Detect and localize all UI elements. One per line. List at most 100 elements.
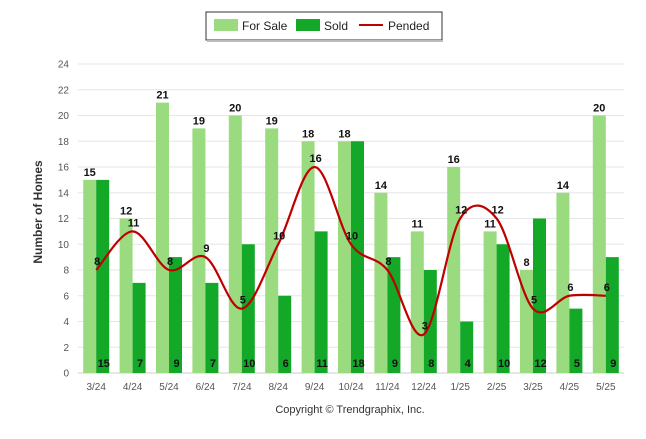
pended-line bbox=[95, 165, 606, 337]
legend-label-sold: Sold bbox=[324, 19, 348, 33]
bar-sold bbox=[314, 231, 328, 373]
x-tick-label: 8/24 bbox=[268, 382, 288, 393]
bar-for-sale bbox=[374, 192, 388, 373]
data-label-sold: 10 bbox=[243, 358, 255, 370]
y-tick-label: 24 bbox=[58, 60, 70, 71]
data-label-for-sale: 16 bbox=[448, 154, 460, 166]
x-tick-label: 4/24 bbox=[123, 382, 143, 393]
bar-for-sale bbox=[447, 167, 461, 373]
data-label-for-sale: 21 bbox=[156, 90, 168, 102]
data-label-pended: 8 bbox=[167, 256, 173, 268]
data-label-pended: 10 bbox=[346, 230, 358, 242]
bar-for-sale bbox=[410, 231, 424, 373]
data-label-for-sale: 11 bbox=[484, 218, 496, 230]
bar-sold bbox=[96, 179, 110, 373]
data-label-pended: 16 bbox=[309, 153, 321, 165]
y-tick-label: 6 bbox=[63, 291, 69, 302]
data-label-sold: 7 bbox=[210, 358, 216, 370]
data-label-sold: 15 bbox=[98, 358, 110, 370]
data-label-sold: 7 bbox=[137, 358, 143, 370]
data-label-sold: 6 bbox=[283, 358, 289, 370]
data-label-for-sale: 14 bbox=[557, 180, 570, 192]
data-label-for-sale: 19 bbox=[193, 115, 205, 127]
x-tick-label: 3/24 bbox=[86, 382, 106, 393]
x-tick-label: 9/24 bbox=[305, 382, 325, 393]
x-tick-label: 5/24 bbox=[159, 382, 179, 393]
x-tick-label: 2/25 bbox=[487, 382, 507, 393]
data-label-pended: 12 bbox=[491, 205, 503, 217]
y-tick-label: 12 bbox=[58, 214, 70, 225]
y-tick-label: 4 bbox=[63, 317, 69, 328]
bar-sold bbox=[569, 308, 583, 373]
data-label-for-sale: 8 bbox=[523, 257, 529, 269]
bars bbox=[83, 102, 619, 373]
bar-sold bbox=[387, 257, 401, 373]
data-label-sold: 18 bbox=[352, 358, 364, 370]
bar-for-sale bbox=[301, 141, 315, 373]
x-tick-label: 1/25 bbox=[450, 382, 470, 393]
y-tick-label: 18 bbox=[58, 137, 70, 148]
data-label-for-sale: 14 bbox=[375, 180, 388, 192]
x-tick-label: 3/25 bbox=[523, 382, 543, 393]
data-label-pended: 3 bbox=[422, 320, 428, 332]
bar-for-sale bbox=[156, 102, 169, 373]
y-tick-label: 8 bbox=[63, 266, 69, 277]
data-label-sold: 11 bbox=[316, 358, 328, 370]
y-tick-label: 2 bbox=[63, 343, 69, 354]
data-label-sold: 8 bbox=[428, 358, 434, 370]
x-tick-label: 4/25 bbox=[560, 382, 580, 393]
bar-sold bbox=[169, 257, 182, 373]
legend-swatch-for-sale bbox=[214, 19, 238, 31]
bar-for-sale bbox=[265, 128, 279, 373]
bar-for-sale bbox=[592, 115, 606, 373]
data-label-pended: 12 bbox=[455, 205, 467, 217]
bar-for-sale bbox=[83, 179, 97, 373]
y-tick-label: 10 bbox=[58, 240, 70, 251]
data-label-for-sale: 19 bbox=[266, 115, 278, 127]
bar-sold bbox=[241, 244, 255, 373]
data-labels: 1515127219197201019618111818149118164111… bbox=[84, 90, 617, 370]
bar-for-sale bbox=[338, 141, 351, 373]
legend-label-pended: Pended bbox=[388, 19, 429, 33]
bar-for-sale bbox=[119, 218, 133, 373]
x-tick-label: 10/24 bbox=[338, 382, 363, 393]
legend-label-for-sale: For Sale bbox=[242, 19, 288, 33]
data-label-for-sale: 18 bbox=[338, 128, 350, 140]
x-tick-label: 5/25 bbox=[596, 382, 616, 393]
data-label-sold: 4 bbox=[465, 358, 472, 370]
bar-sold bbox=[460, 321, 474, 373]
legend-swatch-sold bbox=[296, 19, 320, 31]
y-tick-label: 16 bbox=[58, 163, 70, 174]
data-label-pended: 5 bbox=[240, 295, 246, 307]
data-label-pended: 9 bbox=[203, 243, 209, 255]
footer-copyright: Copyright © Trendgraphix, Inc. bbox=[275, 404, 424, 416]
bar-sold bbox=[533, 218, 546, 373]
bar-for-sale bbox=[556, 192, 570, 373]
data-label-for-sale: 20 bbox=[229, 103, 241, 115]
bar-sold bbox=[205, 282, 219, 373]
data-label-sold: 10 bbox=[498, 358, 510, 370]
y-axis-title: Number of Homes bbox=[31, 160, 45, 264]
data-label-for-sale: 20 bbox=[593, 103, 605, 115]
x-tick-label: 11/24 bbox=[375, 382, 400, 393]
data-label-sold: 12 bbox=[534, 358, 546, 370]
data-label-for-sale: 15 bbox=[84, 167, 96, 179]
bar-sold bbox=[132, 282, 146, 373]
pended-line-layer bbox=[95, 165, 606, 337]
data-label-pended: 6 bbox=[604, 282, 610, 294]
y-tick-label: 20 bbox=[58, 111, 70, 122]
y-tick-label: 0 bbox=[63, 369, 69, 380]
bar-for-sale bbox=[520, 270, 533, 373]
data-label-sold: 9 bbox=[392, 358, 398, 370]
bar-sold bbox=[605, 257, 619, 373]
bar-for-sale bbox=[483, 231, 497, 373]
data-label-pended: 10 bbox=[273, 230, 285, 242]
x-tick-label: 6/24 bbox=[196, 382, 216, 393]
bar-for-sale bbox=[192, 128, 206, 373]
bar-sold bbox=[351, 141, 364, 373]
bar-sold bbox=[496, 244, 510, 373]
y-tick-label: 14 bbox=[58, 188, 70, 199]
